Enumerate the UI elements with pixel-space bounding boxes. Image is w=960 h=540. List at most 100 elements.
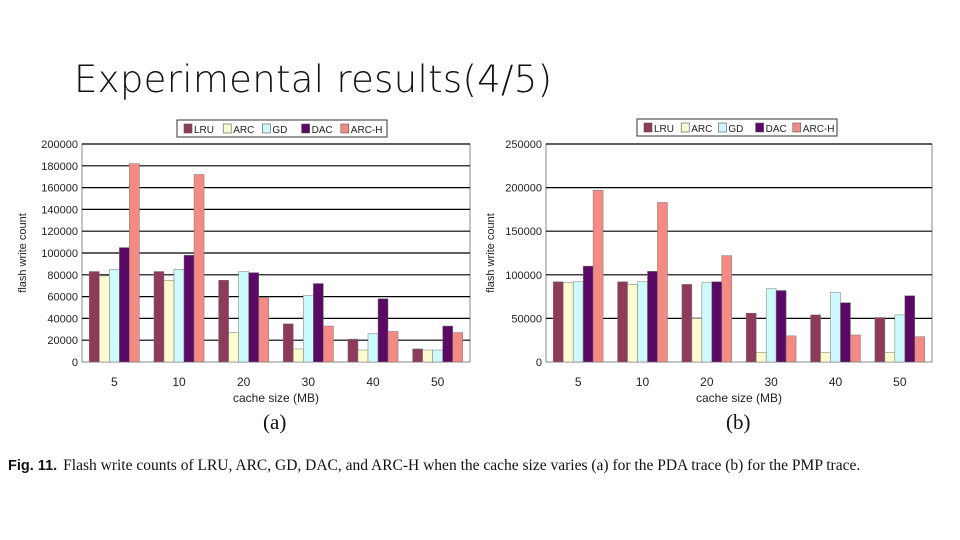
bar-dac-50	[442, 325, 453, 363]
bar-dac-20	[248, 272, 259, 363]
bar-arc-10	[627, 284, 638, 363]
bar-dac-40	[840, 302, 851, 363]
bar-lru-50	[412, 348, 423, 363]
bar-arc-5	[562, 282, 574, 363]
bar-arc-50	[884, 352, 896, 363]
bar-gd-40	[367, 333, 379, 363]
x-tick-label: 10	[636, 375, 650, 389]
y-tick-label: 100000	[505, 270, 542, 282]
bar-arc-h-40	[850, 334, 861, 363]
x-tick-label: 10	[172, 375, 186, 389]
chart-a-svg: 0 20000 40000 60000 80000 100000 120000 140000 1…	[17, 119, 471, 405]
y-tick-label: 60000	[47, 292, 78, 304]
y-tick-label: 180000	[41, 161, 78, 173]
bar-dac-20	[711, 281, 723, 363]
bar-lru-10	[617, 281, 628, 363]
y-tick-label: 100000	[41, 248, 78, 260]
x-axis-label: cache size (MB)	[696, 391, 782, 405]
bar-arc-h-10	[657, 202, 668, 363]
x-tick-label: 5	[575, 375, 582, 389]
x-tick-label: 40	[829, 375, 843, 389]
legend-swatch-gd	[718, 122, 727, 133]
caption-text: Flash write counts of LRU, ARC, GD, DAC,…	[63, 457, 861, 474]
legend-label-dac: DAC	[312, 125, 333, 136]
bar-dac-30	[775, 290, 787, 363]
legend-label-arc: ARC	[691, 124, 712, 135]
x-tick-label: 5	[111, 375, 118, 389]
legend-swatch-arc	[680, 122, 690, 133]
chart-a: 0 20000 40000 60000 80000 100000 120000 140000 1…	[12, 112, 482, 442]
bar-lru-5	[552, 281, 564, 363]
bar-dac-50	[904, 295, 916, 363]
bar-arc-50	[422, 349, 433, 363]
bar-arc-20	[228, 332, 239, 363]
bar-gd-50	[894, 314, 906, 363]
bar-gd-5	[109, 269, 120, 363]
legend-label-arc-h: ARC-H	[803, 124, 835, 135]
bar-lru-30	[745, 312, 757, 363]
legend-swatch-arc	[222, 123, 232, 134]
chart-b-svg: 0 50000 100000 150000 200000 250000 5 10 20 30 40 5…	[485, 118, 933, 405]
legend-swatch-gd	[262, 123, 271, 134]
plot-area	[545, 143, 933, 363]
bar-dac-10	[647, 271, 658, 363]
bar-gd-20	[701, 282, 713, 363]
bar-gd-50	[432, 349, 443, 363]
bar-arc-h-40	[387, 331, 399, 363]
legend-label-gd: GD	[272, 125, 287, 136]
bar-lru-5	[89, 271, 100, 363]
bar-dac-30	[313, 283, 324, 363]
x-tick-label: 30	[302, 375, 316, 389]
figure-caption: Fig. 11. Flash write counts of LRU, ARC, …	[8, 457, 956, 475]
legend-swatch-dac	[301, 123, 310, 134]
bar-arc-h-20	[721, 255, 733, 363]
legend-label-gd: GD	[728, 124, 743, 135]
legend-swatch-arc-h	[340, 123, 350, 134]
y-tick-label: 120000	[41, 226, 78, 238]
x-tick-label: 40	[366, 375, 380, 389]
y-tick-label: 0	[72, 357, 78, 369]
y-tick-label: 80000	[47, 270, 78, 282]
legend-label-arc: ARC	[233, 125, 254, 136]
panel-label-a: (a)	[263, 410, 287, 434]
bar-arc-h-5	[129, 163, 140, 363]
bar-arc-h-50	[914, 336, 926, 363]
y-tick-label: 50000	[511, 313, 542, 325]
bar-arc-40	[820, 352, 831, 363]
bar-arc-30	[755, 352, 767, 363]
y-tick-label: 0	[536, 357, 542, 369]
bar-gd-40	[830, 291, 841, 363]
chart-b: 0 50000 100000 150000 200000 250000 5 10 20 30 40 5…	[484, 112, 954, 442]
bar-arc-20	[691, 318, 703, 363]
bar-dac-10	[183, 254, 195, 363]
panel-label-b: (b)	[726, 410, 751, 434]
legend-swatch-arc-h	[792, 122, 802, 133]
slide-title: Experimental results(4/5)	[74, 58, 553, 101]
bar-gd-10	[173, 269, 185, 363]
legend-label-arc-h: ARC-H	[351, 125, 383, 136]
y-axis-label: flash write count	[485, 213, 497, 292]
bar-lru-20	[218, 280, 229, 363]
bar-dac-40	[377, 298, 389, 363]
y-tick-label: 40000	[47, 313, 78, 325]
bar-gd-20	[238, 271, 249, 363]
bar-lru-10	[153, 271, 165, 363]
bar-lru-50	[874, 317, 886, 363]
bar-arc-h-20	[258, 297, 269, 363]
x-tick-label: 30	[764, 375, 778, 389]
x-axis-label: cache size (MB)	[233, 391, 319, 405]
legend-label-lru: LRU	[194, 125, 214, 136]
bar-lru-40	[810, 314, 821, 363]
bar-gd-5	[572, 281, 584, 363]
bar-arc-h-30	[323, 325, 334, 363]
bar-gd-10	[637, 281, 648, 363]
legend-label-lru: LRU	[654, 124, 674, 135]
bar-gd-30	[765, 288, 777, 363]
bar-lru-30	[283, 323, 294, 363]
bar-arc-10	[163, 280, 175, 363]
x-tick-label: 50	[431, 375, 445, 389]
bar-dac-5	[582, 265, 594, 363]
caption-figure-number: Fig. 11.	[8, 458, 58, 474]
bar-lru-40	[347, 338, 359, 363]
legend-swatch-lru	[183, 123, 193, 134]
